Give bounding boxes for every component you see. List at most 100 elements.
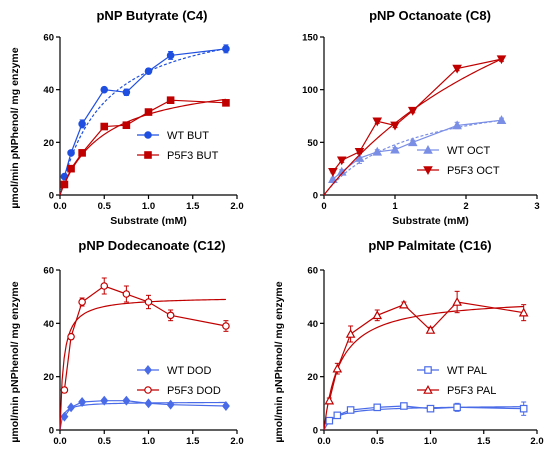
y-tick-label: 60 [307, 266, 318, 277]
x-tick-label: 0.5 [98, 201, 112, 212]
x-tick-label: 0.5 [98, 436, 112, 447]
data-point [496, 115, 507, 125]
series-p5f3-but [59, 96, 230, 196]
y-tick-label: 100 [302, 85, 318, 96]
data-point [496, 55, 507, 65]
x-tick-label: 2.0 [530, 436, 543, 447]
chart-title: pNP Dodecanoate (C12) [78, 238, 225, 253]
data-point [144, 108, 153, 116]
legend-label: WT DOD [167, 365, 211, 377]
y-tick-label: 20 [43, 138, 54, 149]
data-point [332, 363, 343, 373]
data-point [453, 403, 461, 412]
data-point [390, 121, 400, 131]
legend-marker [424, 366, 432, 374]
data-point [336, 156, 347, 166]
x-tick-label: 2 [463, 201, 468, 212]
data-point [333, 411, 342, 420]
data-point [60, 180, 69, 189]
chart-panel-1: pNP Butyrate (C4) 0.0 0.5 1.0 1.5 2.0 0 20 40 60 S… [9, 8, 244, 227]
data-point [328, 168, 338, 177]
chart-title: pNP Butyrate (C4) [96, 8, 207, 23]
legend-entry: P5F3 OCT [417, 165, 500, 177]
connect-line [328, 405, 524, 422]
connect-line [63, 285, 227, 391]
legend-marker [423, 384, 433, 394]
x-axis-label: Substrate (mM) [392, 215, 468, 227]
series-p5f3-oct [323, 55, 507, 196]
data-point [78, 298, 86, 306]
data-point [60, 386, 69, 394]
legend-entry: P5F3 DOD [137, 385, 221, 397]
x-tick-label: 3 [534, 201, 539, 212]
chart-title: pNP Palmitate (C16) [368, 238, 491, 253]
x-tick-label: 0.5 [371, 436, 385, 447]
data-point [452, 296, 462, 306]
legend-label: P5F3 PAL [447, 385, 496, 397]
data-point [78, 397, 87, 407]
legend-entry: P5F3 BUT [137, 150, 219, 162]
data-point [372, 117, 383, 127]
y-tick-label: 20 [307, 372, 318, 383]
y-axis-label: µmol/min pNPhenol/ mg enzyme [9, 281, 21, 442]
data-point [400, 402, 408, 410]
data-point [373, 403, 382, 412]
legend-label: WT PAL [447, 365, 487, 377]
fit-curve [59, 298, 226, 431]
data-point [144, 67, 153, 76]
data-point [425, 324, 436, 334]
legend-marker [423, 166, 433, 176]
data-point [390, 144, 400, 154]
y-axis-label: µmol/min pNPhenol/ mg enzyme [9, 47, 21, 208]
y-tick-label: 40 [43, 85, 54, 96]
series-wt-dod [59, 395, 230, 431]
series-p5f3-dod [59, 277, 230, 431]
data-point [166, 399, 175, 410]
legend-marker [144, 386, 152, 394]
x-tick-label: 1.0 [424, 436, 437, 447]
y-tick-label: 50 [307, 138, 318, 149]
legend-entry: WT OCT [417, 144, 490, 157]
chart-panel-2: pNP Octanoate (C8) 0 1 2 3 0 50 100 150 Substrate… [302, 8, 540, 227]
legend-marker [423, 144, 433, 154]
y-tick-label: 0 [313, 426, 318, 437]
series-p5f3-pal [323, 290, 529, 431]
data-point [166, 51, 175, 60]
legend-label: P5F3 DOD [167, 385, 221, 397]
legend-entry: WT DOD [137, 365, 211, 377]
data-point [222, 322, 230, 330]
x-tick-label: 2.0 [230, 201, 243, 212]
x-tick-label: 0.0 [53, 201, 66, 212]
data-point [166, 96, 175, 105]
data-point [166, 311, 175, 320]
fit-curve [59, 98, 227, 196]
data-point [426, 404, 435, 413]
x-tick-label: 1.0 [142, 436, 155, 447]
fit-curve [59, 401, 226, 431]
legend-label: P5F3 BUT [167, 150, 219, 162]
data-point [325, 416, 334, 425]
data-point [346, 406, 355, 414]
data-point [518, 307, 529, 317]
data-point [407, 137, 418, 147]
y-tick-label: 0 [313, 191, 318, 202]
data-point [60, 411, 69, 422]
data-point [144, 298, 153, 306]
x-tick-label: 1.5 [186, 436, 200, 447]
x-tick-label: 2.0 [230, 436, 243, 447]
data-point [67, 332, 75, 341]
data-point [399, 299, 409, 309]
legend-entry: WT PAL [417, 365, 487, 377]
data-point [354, 153, 365, 162]
legend-label: P5F3 OCT [447, 165, 500, 177]
data-point [222, 45, 230, 53]
data-point [144, 398, 153, 409]
legend-marker [144, 151, 152, 159]
y-tick-label: 150 [302, 33, 318, 44]
x-tick-label: 0.0 [317, 436, 330, 447]
data-point [122, 395, 131, 406]
chart-panel-3: pNP Dodecanoate (C12) 0.0 0.5 1.0 1.5 2.0 0 20 4… [9, 238, 244, 447]
data-point [100, 122, 109, 131]
x-tick-label: 1.5 [477, 436, 491, 447]
legend-entry: WT BUT [137, 130, 209, 142]
